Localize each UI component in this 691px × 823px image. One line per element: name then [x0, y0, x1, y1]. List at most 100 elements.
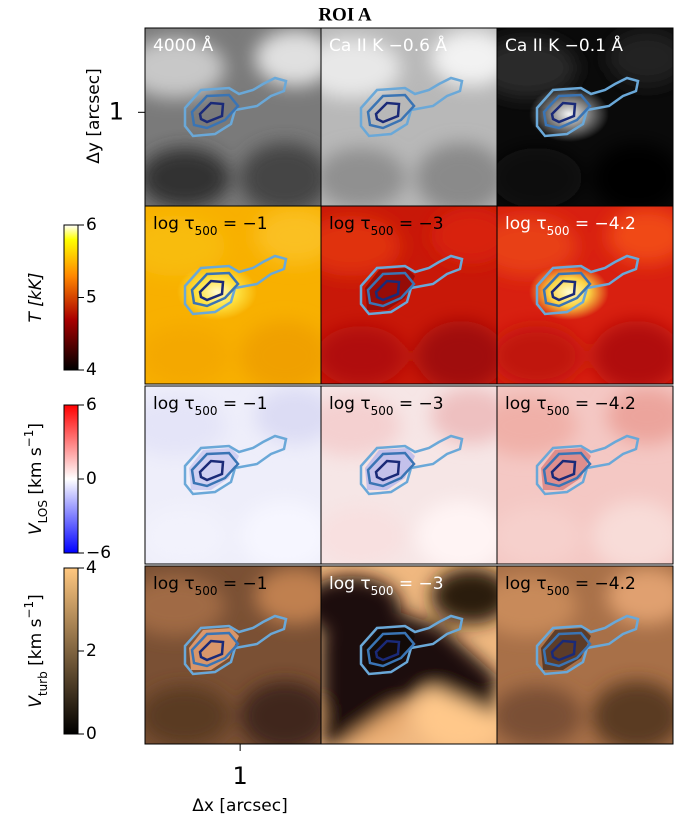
colorbar-tick-label: −6: [86, 543, 111, 563]
label-part: 4000 Å: [153, 34, 214, 56]
label-part: = −4.2: [569, 394, 635, 414]
panel-label: Ca II K −0.6 Å: [329, 34, 447, 56]
panel-label: log τ500 = −4.2: [505, 394, 636, 418]
panel-label: log τ500 = −3: [329, 574, 444, 598]
panel-image: [497, 28, 673, 206]
panel-label: log τ500 = −1: [153, 394, 268, 418]
label-part: ]: [26, 594, 46, 601]
label-part: = −4.2: [569, 214, 635, 234]
panel: log τ500 = −3: [320, 385, 498, 565]
label-part: log τ: [505, 394, 547, 414]
colorbar-label: VLOS [km s−1]: [22, 423, 50, 535]
panel: log τ500 = −1: [144, 565, 322, 745]
label-part: log τ: [153, 574, 195, 594]
panel-frame: [496, 565, 674, 745]
panel-frame: [496, 385, 674, 565]
panel-image: [321, 566, 497, 744]
colorbar: [63, 404, 79, 554]
colorbar-label: Vturb [km s−1]: [22, 594, 50, 708]
label-part: 500: [195, 224, 218, 238]
panel-image: [145, 28, 321, 206]
panel-label: Ca II K −0.1 Å: [505, 34, 623, 56]
label-part: = −1: [217, 214, 267, 234]
label-part: = −1: [217, 574, 267, 594]
label-part: = −3: [393, 214, 443, 234]
colorbar-tick-label: 6: [86, 395, 97, 415]
colorbar-tick-label: 5: [86, 288, 97, 308]
panel: log τ500 = −1: [144, 205, 322, 385]
label-part: [km s: [26, 618, 46, 671]
label-part: Ca II K −0.6 Å: [329, 34, 447, 56]
panel-image: [145, 206, 321, 384]
colorbar-label: T [kK]: [26, 272, 46, 322]
panel: log τ500 = −1: [144, 385, 322, 565]
panel-image: [145, 566, 321, 744]
panel: log τ500 = −3: [320, 205, 498, 385]
label-part: V: [26, 695, 46, 708]
panel-frame: [496, 205, 674, 385]
label-part: = −4.2: [569, 574, 635, 594]
colorbar-tick-label: 4: [86, 360, 97, 380]
label-part: = −3: [393, 394, 443, 414]
panel: log τ500 = −4.2: [496, 385, 674, 565]
label-part: ]: [26, 423, 46, 430]
label-part: [km s: [26, 447, 46, 500]
panel: 4000 Å: [144, 27, 322, 207]
label-part: Ca II K −0.1 Å: [505, 34, 623, 56]
label-part: 500: [195, 584, 218, 598]
panel-label: log τ500 = −4.2: [505, 574, 636, 598]
figure-title: ROI A: [318, 4, 372, 25]
label-part: V: [26, 522, 46, 535]
label-part: log τ: [505, 574, 547, 594]
colorbar: [63, 567, 79, 735]
label-part: 500: [371, 224, 394, 238]
panel: log τ500 = −4.2: [496, 205, 674, 385]
label-part: 500: [547, 584, 570, 598]
x-tick-label: 1: [232, 762, 247, 790]
colorbar: [63, 224, 79, 371]
panel-image: [321, 386, 497, 564]
label-part: = −1: [217, 394, 267, 414]
panel-image: [497, 386, 673, 564]
x-axis-label: Δx [arcsec]: [192, 796, 287, 816]
panel-image: [321, 206, 497, 384]
label-part: LOS: [36, 500, 50, 523]
label-part: 500: [195, 404, 218, 418]
panel-label: log τ500 = −4.2: [505, 214, 636, 238]
panel-label: log τ500 = −3: [329, 214, 444, 238]
panel-image: [497, 206, 673, 384]
panel: Ca II K −0.1 Å: [496, 27, 674, 207]
label-part: log τ: [505, 214, 547, 234]
label-part: log τ: [329, 574, 371, 594]
label-part: log τ: [329, 394, 371, 414]
colorbar-tick-label: 6: [86, 215, 97, 235]
panel: log τ500 = −3: [320, 565, 498, 745]
label-part: log τ: [329, 214, 371, 234]
panel-image: [497, 566, 673, 744]
colorbar-tick-label: 2: [86, 641, 97, 661]
panel-label: log τ500 = −1: [153, 574, 268, 598]
label-part: 500: [371, 404, 394, 418]
label-part: 500: [547, 404, 570, 418]
panel-label: 4000 Å: [153, 34, 214, 56]
panel: Ca II K −0.6 Å: [320, 27, 498, 207]
label-part: 500: [371, 584, 394, 598]
panel-image: [145, 386, 321, 564]
label-part: turb: [36, 671, 50, 696]
panel-label: log τ500 = −3: [329, 394, 444, 418]
y-axis-label: Δy [arcsec]: [84, 68, 104, 163]
colorbar-tick-label: 0: [86, 724, 97, 744]
panel-label: log τ500 = −1: [153, 214, 268, 238]
colorbar-tick-label: 4: [86, 558, 97, 578]
label-part: = −3: [393, 574, 443, 594]
panel-image: [321, 28, 497, 206]
label-part: 500: [547, 224, 570, 238]
label-part: −1: [22, 601, 36, 619]
label-part: −1: [22, 430, 36, 448]
colorbar-tick-label: 0: [86, 469, 97, 489]
label-part: T [kK]: [26, 272, 46, 322]
panel: log τ500 = −4.2: [496, 565, 674, 745]
label-part: log τ: [153, 394, 195, 414]
